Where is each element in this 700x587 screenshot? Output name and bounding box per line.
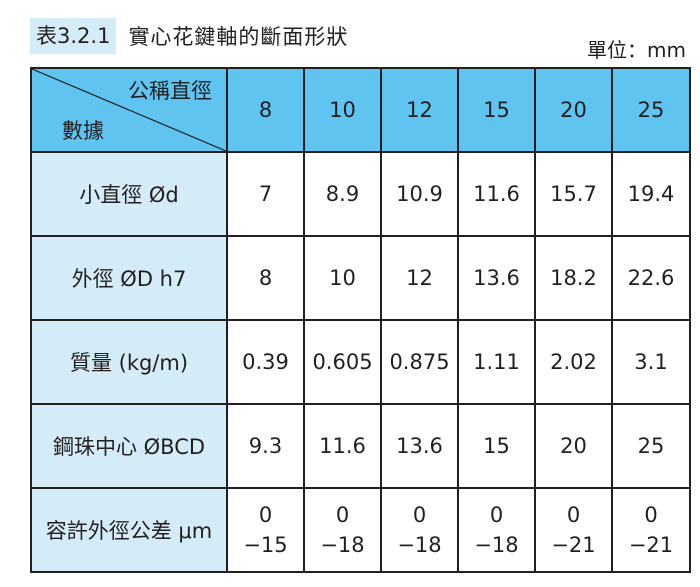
corner-label-data: 數據 <box>62 119 104 143</box>
table-cell: 11.6 <box>457 151 536 237</box>
table-cell: 13.6 <box>457 235 536 321</box>
table-row: 外徑 ØD h7 8 10 12 13.6 18.2 22.6 <box>30 235 691 321</box>
table-title: 實心花鍵軸的斷面形狀 <box>128 25 349 49</box>
table-cell: 10.9 <box>380 151 459 237</box>
table-cell: 15 <box>457 403 536 489</box>
header-row: 公稱直徑 數據 8 10 12 15 20 25 <box>30 67 691 153</box>
table-number-tag: 表3.2.1 <box>30 18 117 54</box>
table-cell: 11.6 <box>303 403 382 489</box>
tolerance-cell: 0 −21 <box>611 487 691 573</box>
corner-diagonal-line <box>32 69 226 151</box>
corner-label-nominal-diameter: 公稱直徑 <box>128 79 212 103</box>
table-cell: 8.9 <box>303 151 382 237</box>
table-cell: 25 <box>611 403 691 489</box>
table-row: 小直徑 Ød 7 8.9 10.9 11.6 15.7 19.4 <box>30 151 691 237</box>
table-cell: 2.02 <box>534 319 613 405</box>
unit-label: 單位：mm <box>587 38 686 62</box>
corner-header-cell: 公稱直徑 數據 <box>30 67 228 153</box>
title-row: 表3.2.1 實心花鍵軸的斷面形狀 <box>30 16 348 56</box>
table-cell: 10 <box>303 235 382 321</box>
column-header: 20 <box>534 67 613 153</box>
tolerance-cell: 0 −18 <box>303 487 382 573</box>
table-row: 容許外徑公差 μm 0 −15 0 −18 0 −18 <box>30 487 691 573</box>
table-cell: 13.6 <box>380 403 459 489</box>
row-label-outer-diameter: 外徑 ØD h7 <box>30 235 228 321</box>
table-row: 鋼珠中心 ØBCD 9.3 11.6 13.6 15 20 25 <box>30 403 691 489</box>
tolerance-upper: 0 <box>644 503 658 527</box>
table-cell: 0.875 <box>380 319 459 405</box>
table-cell: 1.11 <box>457 319 536 405</box>
table-cell: 0.39 <box>226 319 305 405</box>
row-label-mass: 質量 (kg/m) <box>30 319 228 405</box>
table-row: 質量 (kg/m) 0.39 0.605 0.875 1.11 2.02 3.1 <box>30 319 691 405</box>
table-cell: 0.605 <box>303 319 382 405</box>
tolerance-lower: −15 <box>243 533 288 557</box>
tolerance-cell: 0 −18 <box>380 487 459 573</box>
tolerance-cell: 0 −21 <box>534 487 613 573</box>
spec-table: 公稱直徑 數據 8 10 12 15 20 25 小直徑 Ød 7 8.9 10… <box>30 67 691 573</box>
table-cell: 7 <box>226 151 305 237</box>
tolerance-lower: −21 <box>628 533 674 557</box>
column-header: 12 <box>380 67 459 153</box>
column-header: 15 <box>457 67 536 153</box>
table-cell: 20 <box>534 403 613 489</box>
table-cell: 3.1 <box>611 319 691 405</box>
tolerance-lower: −21 <box>551 533 596 557</box>
row-label-minor-diameter: 小直徑 Ød <box>30 151 228 237</box>
tolerance-cell: 0 −15 <box>226 487 305 573</box>
tolerance-upper: 0 <box>566 503 581 527</box>
table-cell: 9.3 <box>226 403 305 489</box>
table-cell: 22.6 <box>611 235 691 321</box>
tolerance-lower: −18 <box>474 533 519 557</box>
tolerance-upper: 0 <box>258 503 273 527</box>
tolerance-upper: 0 <box>335 503 350 527</box>
tolerance-upper: 0 <box>489 503 504 527</box>
table-cell: 18.2 <box>534 235 613 321</box>
column-header: 8 <box>226 67 305 153</box>
tolerance-upper: 0 <box>412 503 427 527</box>
tolerance-lower: −18 <box>397 533 442 557</box>
table-cell: 15.7 <box>534 151 613 237</box>
tolerance-lower: −18 <box>320 533 365 557</box>
column-header: 25 <box>611 67 691 153</box>
tolerance-cell: 0 −18 <box>457 487 536 573</box>
table-cell: 8 <box>226 235 305 321</box>
column-header: 10 <box>303 67 382 153</box>
table-cell: 19.4 <box>611 151 691 237</box>
row-label-tolerance: 容許外徑公差 μm <box>30 487 228 573</box>
table-cell: 12 <box>380 235 459 321</box>
row-label-ball-center: 鋼珠中心 ØBCD <box>30 403 228 489</box>
